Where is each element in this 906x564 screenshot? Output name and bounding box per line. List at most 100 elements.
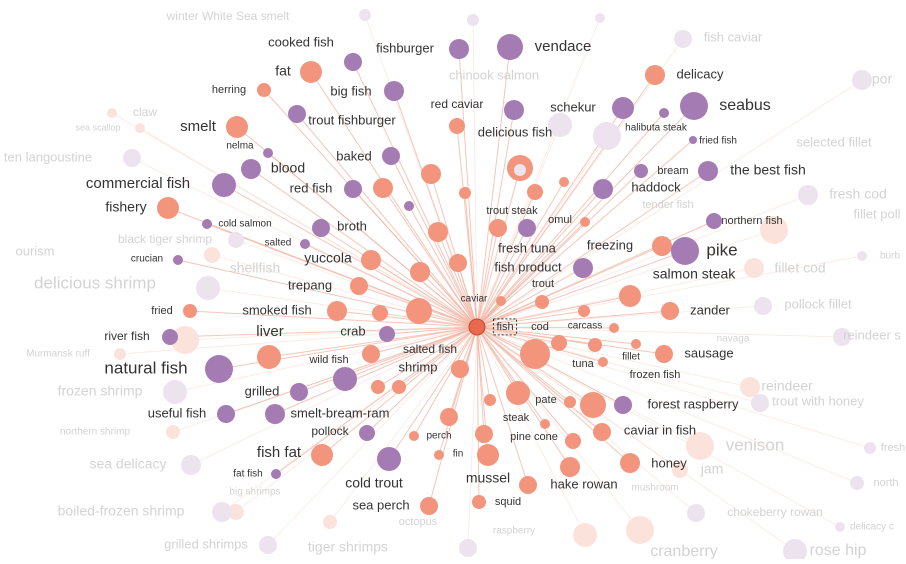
node-label: wild fish: [308, 354, 348, 366]
node-label: fishburger: [376, 40, 434, 55]
node-label: fresh cod: [829, 186, 887, 202]
node-label: honey: [651, 455, 687, 470]
edge: [476, 326, 665, 355]
node-label: crab: [340, 323, 365, 338]
node: [157, 197, 179, 219]
node-label: pollock: [311, 424, 349, 438]
node-label: broth: [337, 218, 367, 233]
node-label: nelma: [226, 141, 254, 152]
node: [135, 123, 145, 133]
node-label: squid: [495, 496, 521, 508]
node-label: jam: [700, 461, 724, 477]
node: [228, 232, 244, 248]
edge: [250, 168, 478, 328]
edge: [476, 326, 480, 503]
node: [850, 476, 864, 490]
node-label: perch: [426, 431, 451, 442]
node: [449, 39, 469, 59]
node-label: shellfish: [230, 260, 281, 276]
node: [265, 404, 285, 424]
edge: [223, 184, 478, 328]
node-label: cold salmon: [218, 219, 271, 230]
node: [559, 177, 569, 187]
node-label: commercial fish: [86, 175, 190, 192]
node: [652, 236, 672, 256]
node-label: fat fish: [233, 469, 262, 480]
node-label: fish: [496, 321, 513, 333]
node: [406, 298, 432, 324]
edge: [476, 245, 663, 328]
node: [212, 173, 236, 197]
node: [123, 149, 141, 167]
node: [204, 247, 220, 263]
node-label: reindeer: [761, 378, 813, 394]
node-label: por: [872, 71, 893, 87]
node-label: mushroom: [631, 483, 678, 494]
edge: [437, 231, 478, 328]
node: [680, 92, 708, 120]
node-label: pate: [535, 394, 556, 406]
node: [519, 476, 537, 494]
node: [580, 217, 590, 227]
node-label: reindeer s: [843, 327, 901, 342]
node: [451, 360, 469, 378]
edge: [298, 326, 478, 393]
node-label: venison: [726, 435, 785, 454]
node-label: northern fish: [721, 215, 782, 227]
node: [162, 329, 178, 345]
node-label: hake rowan: [550, 476, 617, 491]
edge: [467, 326, 478, 549]
node-label: fishery: [105, 199, 146, 215]
node-label: schekur: [550, 99, 596, 114]
node-label: crucian: [131, 254, 163, 265]
node-label: rose hip: [810, 542, 867, 559]
edge: [310, 71, 478, 328]
node-label: northern shrimp: [60, 427, 130, 438]
edge: [476, 326, 529, 486]
node: [372, 305, 388, 321]
edge: [476, 229, 775, 328]
node-label: mussel: [466, 470, 510, 486]
edge: [352, 188, 478, 328]
node: [626, 516, 654, 544]
edge: [336, 310, 478, 328]
node: [359, 425, 375, 441]
node-label: smoked fish: [242, 302, 311, 317]
node-label: vendace: [535, 38, 592, 55]
node: [518, 219, 536, 237]
node: [698, 161, 718, 181]
node-label: the best fish: [730, 162, 806, 178]
node-label: cold trout: [345, 475, 403, 491]
node-label: fat: [275, 63, 291, 79]
node-label: tender fish: [642, 199, 693, 211]
edge: [370, 259, 478, 328]
edge: [476, 112, 665, 328]
node: [217, 405, 235, 423]
node: [578, 305, 590, 317]
node: [620, 453, 640, 473]
node-label: red fish: [290, 180, 333, 195]
node: [754, 297, 772, 315]
edge: [386, 326, 478, 335]
node-label: cooked fish: [268, 34, 334, 49]
edge: [476, 250, 686, 328]
node: [183, 304, 197, 318]
node: [744, 258, 764, 278]
node: [672, 462, 688, 478]
node-label: winter White Sea smelt: [166, 9, 290, 23]
edge: [267, 152, 478, 328]
node: [593, 423, 611, 441]
node: [241, 159, 261, 179]
node: [548, 113, 572, 137]
node: [595, 13, 605, 23]
node: [333, 367, 357, 391]
edge: [275, 326, 478, 475]
node: [598, 357, 608, 367]
edge: [211, 254, 478, 328]
node: [614, 396, 632, 414]
node: [674, 30, 692, 48]
node: [783, 539, 807, 563]
node-label: shrimp: [398, 359, 437, 374]
node-label: sea scallop: [75, 122, 120, 132]
